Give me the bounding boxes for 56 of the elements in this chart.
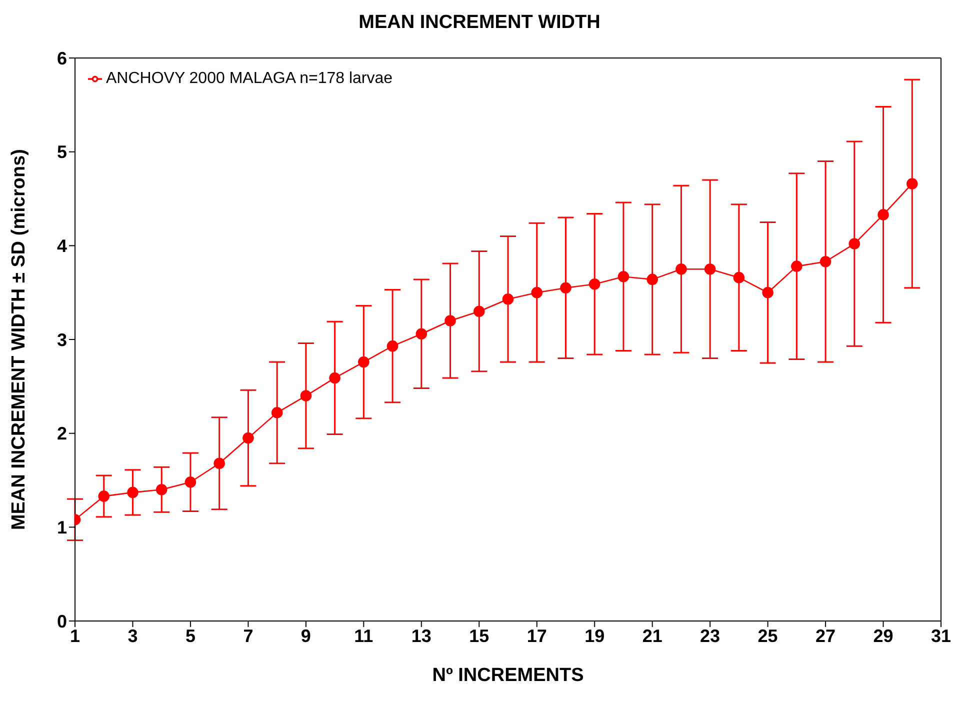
point [271,407,283,418]
point [416,328,428,340]
y-tick-label: 0 [56,611,67,632]
point [733,272,745,284]
y-axis-title: MEAN INCREMENT WIDTH ± SD (microns) [8,149,30,530]
point [358,356,370,368]
x-tick-label: 5 [185,626,196,646]
x-tick-label: 3 [128,626,138,646]
point [878,209,889,220]
x-tick-label: 1 [70,626,80,646]
x-tick-label: 17 [526,626,547,646]
point [820,256,832,268]
point [791,260,802,272]
y-tick-label: 3 [56,330,67,350]
y-tick-label: 5 [56,142,67,162]
x-tick-label: 7 [243,626,254,646]
point [848,238,860,250]
point [386,340,398,352]
chart-title: MEAN INCREMENT WIDTH [358,11,602,35]
x-tick-label: 29 [873,626,894,646]
y-tick-label: 2 [56,424,67,444]
point [184,476,196,488]
point [531,286,543,298]
point [676,263,687,275]
point [560,282,572,294]
point [156,484,168,496]
y-tick-label: 1 [56,518,67,538]
x-tick-label: 9 [300,626,311,646]
point [98,490,110,502]
point [300,390,312,402]
x-tick-label: 11 [354,626,374,646]
point [646,274,658,286]
x-tick-label: 21 [642,626,662,646]
x-tick-label: 23 [700,626,720,646]
x-tick-label: 31 [930,626,952,646]
point [473,306,485,317]
x-tick-label: 27 [816,626,836,646]
point [618,270,630,282]
point [906,178,918,190]
legend-label: ANCHOVY 2000 MALAGA n=178 larvae [106,70,393,87]
point [214,458,225,470]
y-tick-label: 6 [56,48,67,68]
x-tick-label: 25 [758,626,778,646]
x-tick-label: 19 [584,626,605,646]
y-tick-label: 4 [56,236,67,256]
x-axis-title: Nº INCREMENTS [432,665,584,686]
point [444,315,456,326]
point [762,286,774,298]
point [704,263,716,275]
x-tick-label: 13 [411,626,432,646]
point [502,294,514,305]
point [588,278,600,290]
point [127,486,138,498]
x-tick-label: 15 [469,626,490,646]
point [329,372,340,384]
point [242,432,254,444]
